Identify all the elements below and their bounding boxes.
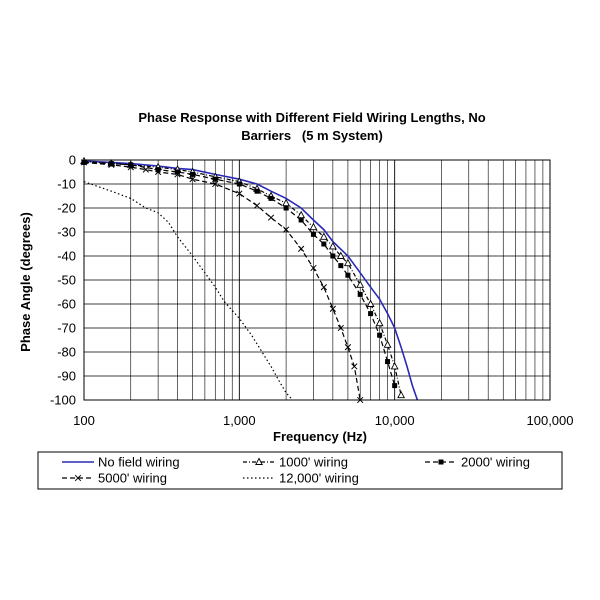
series-marker xyxy=(319,232,328,240)
legend-marker xyxy=(74,474,82,482)
series-marker xyxy=(337,324,344,332)
series-marker xyxy=(336,251,345,259)
series-marker xyxy=(357,291,363,297)
series-marker xyxy=(383,340,392,348)
y-tick-label: -80 xyxy=(57,345,76,360)
legend-label: 1000' wiring xyxy=(279,455,348,470)
y-tick-label: -20 xyxy=(57,201,76,216)
legend: No field wiring 1000' wiring 2000' wiring 5… xyxy=(37,451,563,490)
y-tick-label: -90 xyxy=(57,369,76,384)
series-marker xyxy=(253,202,261,209)
y-tick-label: -100 xyxy=(50,393,76,408)
chart-title-line-1: Phase Response with Different Field Wiri… xyxy=(138,110,485,125)
series-line xyxy=(83,161,396,386)
y-axis-label: Phase Angle (degrees) xyxy=(18,212,33,352)
series-marker xyxy=(310,231,316,237)
series-marker xyxy=(212,176,218,182)
y-tick-label: -50 xyxy=(57,273,76,288)
legend-label: 2000' wiring xyxy=(461,455,530,470)
y-tick-label: -30 xyxy=(57,225,76,240)
legend-label: No field wiring xyxy=(98,455,180,470)
series-marker xyxy=(128,162,134,168)
series-marker xyxy=(267,214,275,221)
series-marker xyxy=(321,241,327,247)
series-line xyxy=(83,161,361,401)
series-marker xyxy=(397,390,406,399)
series-marker xyxy=(174,171,181,178)
series-marker xyxy=(127,164,134,171)
y-tick-label: -10 xyxy=(57,177,76,192)
series-marker xyxy=(283,205,289,211)
series-marker xyxy=(236,190,243,197)
legend-entries: No field wiring 1000' wiring 2000' wiring 5… xyxy=(62,455,530,486)
series-marker xyxy=(309,222,318,231)
series-marker xyxy=(343,258,352,267)
y-tick-label: -40 xyxy=(57,249,76,264)
y-tick-label: -60 xyxy=(57,297,76,312)
series-marker xyxy=(377,332,383,338)
x-tick-label: 100 xyxy=(73,413,95,428)
series-marker xyxy=(212,180,219,188)
series-marker xyxy=(375,318,384,327)
series-marker xyxy=(298,217,304,223)
y-tick-label: -70 xyxy=(57,321,76,336)
series-marker xyxy=(356,280,365,288)
legend-label: 12,000' wiring xyxy=(279,471,359,486)
series-marker xyxy=(390,361,399,370)
series-marker xyxy=(142,166,149,173)
legend-label: 5000' wiring xyxy=(98,471,167,486)
series-marker xyxy=(310,264,317,272)
series-marker xyxy=(351,363,358,370)
series-marker xyxy=(155,167,161,173)
series-marker xyxy=(189,176,196,183)
series-marker xyxy=(108,161,114,167)
x-axis-label: Frequency (Hz) xyxy=(273,429,367,444)
series-marker xyxy=(338,263,344,269)
y-tick-labels: 0 -10 -20 -30 -40 -50 -60 -70 -80 -90 -100 xyxy=(50,153,76,408)
x-tick-labels: 100 1,000 10,000 100,000 xyxy=(73,413,573,428)
y-tick-label: 0 xyxy=(69,153,76,168)
series-marker xyxy=(366,299,375,307)
series-marker xyxy=(236,181,242,187)
series-marker xyxy=(320,284,327,291)
x-tick-label: 1,000 xyxy=(223,413,256,428)
series-line xyxy=(83,181,293,401)
series-marker xyxy=(282,226,290,233)
series-marker xyxy=(175,169,181,175)
series-marker xyxy=(328,241,337,250)
legend-box xyxy=(37,451,563,490)
series-marker xyxy=(329,305,337,312)
series-marker xyxy=(108,161,115,168)
chart-title-line-2: Barriers (5 m System) xyxy=(241,128,383,143)
series-marker xyxy=(330,253,336,259)
plot-frame xyxy=(83,159,551,401)
series-marker xyxy=(345,272,351,278)
series-marker xyxy=(385,359,391,365)
series-marker xyxy=(190,171,196,177)
legend-marker xyxy=(438,459,444,465)
series-marker xyxy=(368,311,374,317)
series-marker xyxy=(344,344,352,351)
series-marker xyxy=(392,383,398,389)
series-markers xyxy=(80,156,406,404)
series-marker xyxy=(154,168,162,176)
series-marker xyxy=(254,188,260,194)
series-marker xyxy=(297,245,305,252)
series-marker xyxy=(268,195,274,201)
x-tick-label: 100,000 xyxy=(527,413,574,428)
legend-marker xyxy=(255,457,263,465)
x-tick-label: 10,000 xyxy=(375,413,415,428)
